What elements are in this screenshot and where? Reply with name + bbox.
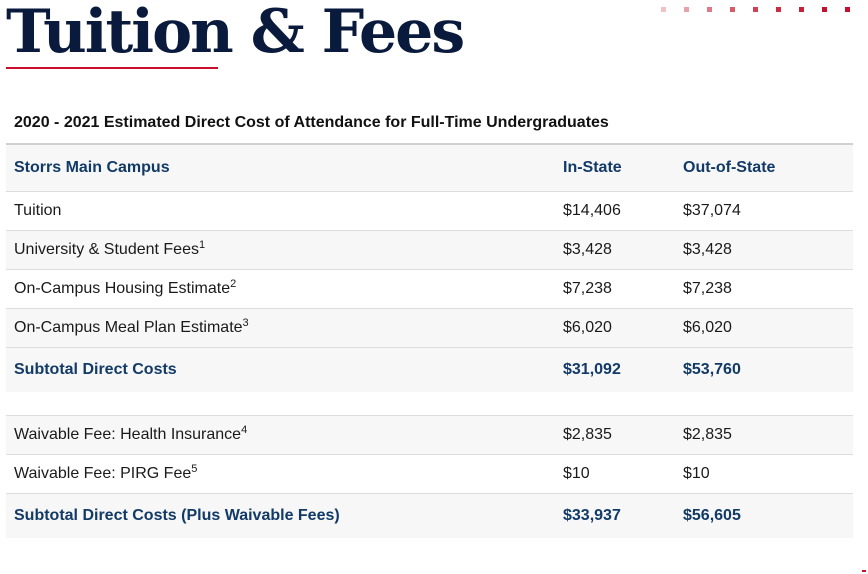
total-row: Subtotal Direct Costs (Plus Waivable Fee… <box>6 493 853 538</box>
footnote-marker: 3 <box>242 316 249 329</box>
decorative-dot-row <box>661 7 868 12</box>
subtotal-label: Subtotal Direct Costs <box>14 360 177 378</box>
row-out-of-state: $6,020 <box>683 318 732 336</box>
table-row: Waivable Fee: PIRG Fee5 $10 $10 <box>6 454 853 493</box>
decorative-dot <box>776 7 781 12</box>
decorative-dot <box>799 7 804 12</box>
row-label-text: Waivable Fee: Health Insurance <box>14 425 242 443</box>
header-campus: Storrs Main Campus <box>14 158 170 176</box>
row-label: Waivable Fee: Health Insurance4 <box>6 415 555 454</box>
decorative-dot <box>707 7 712 12</box>
table-header-row: Storrs Main Campus In-State Out-of-State <box>6 144 853 191</box>
row-label-text: On-Campus Meal Plan Estimate <box>14 318 243 336</box>
corner-mark <box>862 570 866 572</box>
subtotal-in-state: $31,092 <box>563 360 621 378</box>
header-out-of-state: Out-of-State <box>683 158 776 176</box>
row-label-text: University & Student Fees <box>14 240 199 258</box>
row-in-state: $6,020 <box>563 318 612 336</box>
table-row: On-Campus Housing Estimate2 $7,238 $7,23… <box>6 269 853 308</box>
subtotal-row: Subtotal Direct Costs $31,092 $53,760 <box>6 347 853 392</box>
row-out-of-state: $37,074 <box>683 201 741 219</box>
table-caption: 2020 - 2021 Estimated Direct Cost of Att… <box>14 114 609 131</box>
decorative-dot <box>822 7 827 12</box>
row-in-state: $10 <box>563 464 590 482</box>
decorative-dot <box>753 7 758 12</box>
row-in-state: $3,428 <box>563 240 612 258</box>
total-label: Subtotal Direct Costs (Plus Waivable Fee… <box>14 506 340 524</box>
row-in-state: $14,406 <box>563 201 621 219</box>
row-out-of-state: $7,238 <box>683 279 732 297</box>
row-label: University & Student Fees1 <box>6 230 555 269</box>
decorative-dot <box>845 7 850 12</box>
footnote-marker: 4 <box>241 423 248 436</box>
row-label-text: Tuition <box>14 201 62 219</box>
header-in-state: In-State <box>563 158 622 176</box>
decorative-dot <box>684 7 689 12</box>
row-out-of-state: $10 <box>683 464 710 482</box>
row-out-of-state: $3,428 <box>683 240 732 258</box>
row-label: On-Campus Housing Estimate2 <box>6 269 555 308</box>
footnote-marker: 2 <box>230 277 237 290</box>
subtotal-out-of-state: $53,760 <box>683 360 741 378</box>
table-row: Tuition $14,406 $37,074 <box>6 191 853 230</box>
decorative-dot <box>661 7 666 12</box>
row-in-state: $7,238 <box>563 279 612 297</box>
table-row: On-Campus Meal Plan Estimate3 $6,020 $6,… <box>6 308 853 347</box>
row-label: Tuition <box>6 191 555 230</box>
total-in-state: $33,937 <box>563 506 621 524</box>
page-title: Tuition & Fees <box>6 0 465 67</box>
spacer-row <box>6 392 853 415</box>
footnote-marker: 5 <box>191 462 198 475</box>
row-out-of-state: $2,835 <box>683 425 732 443</box>
cost-of-attendance-table: Storrs Main Campus In-State Out-of-State… <box>6 143 853 538</box>
row-in-state: $2,835 <box>563 425 612 443</box>
row-label-text: On-Campus Housing Estimate <box>14 279 231 297</box>
row-label-text: Waivable Fee: PIRG Fee <box>14 464 192 482</box>
table-row: Waivable Fee: Health Insurance4 $2,835 $… <box>6 415 853 454</box>
total-out-of-state: $56,605 <box>683 506 741 524</box>
row-label: On-Campus Meal Plan Estimate3 <box>6 308 555 347</box>
title-underline <box>6 67 218 69</box>
decorative-dot <box>730 7 735 12</box>
footnote-marker: 1 <box>198 238 206 251</box>
table-row: University & Student Fees1 $3,428 $3,428 <box>6 230 853 269</box>
row-label: Waivable Fee: PIRG Fee5 <box>6 454 555 493</box>
